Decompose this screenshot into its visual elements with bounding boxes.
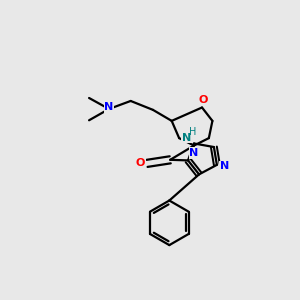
Text: N: N — [189, 148, 199, 158]
Text: N: N — [220, 161, 229, 171]
Text: O: O — [136, 158, 145, 168]
Text: N: N — [182, 133, 191, 142]
Text: O: O — [199, 95, 208, 105]
Text: H: H — [189, 127, 196, 136]
Text: N: N — [104, 103, 114, 112]
